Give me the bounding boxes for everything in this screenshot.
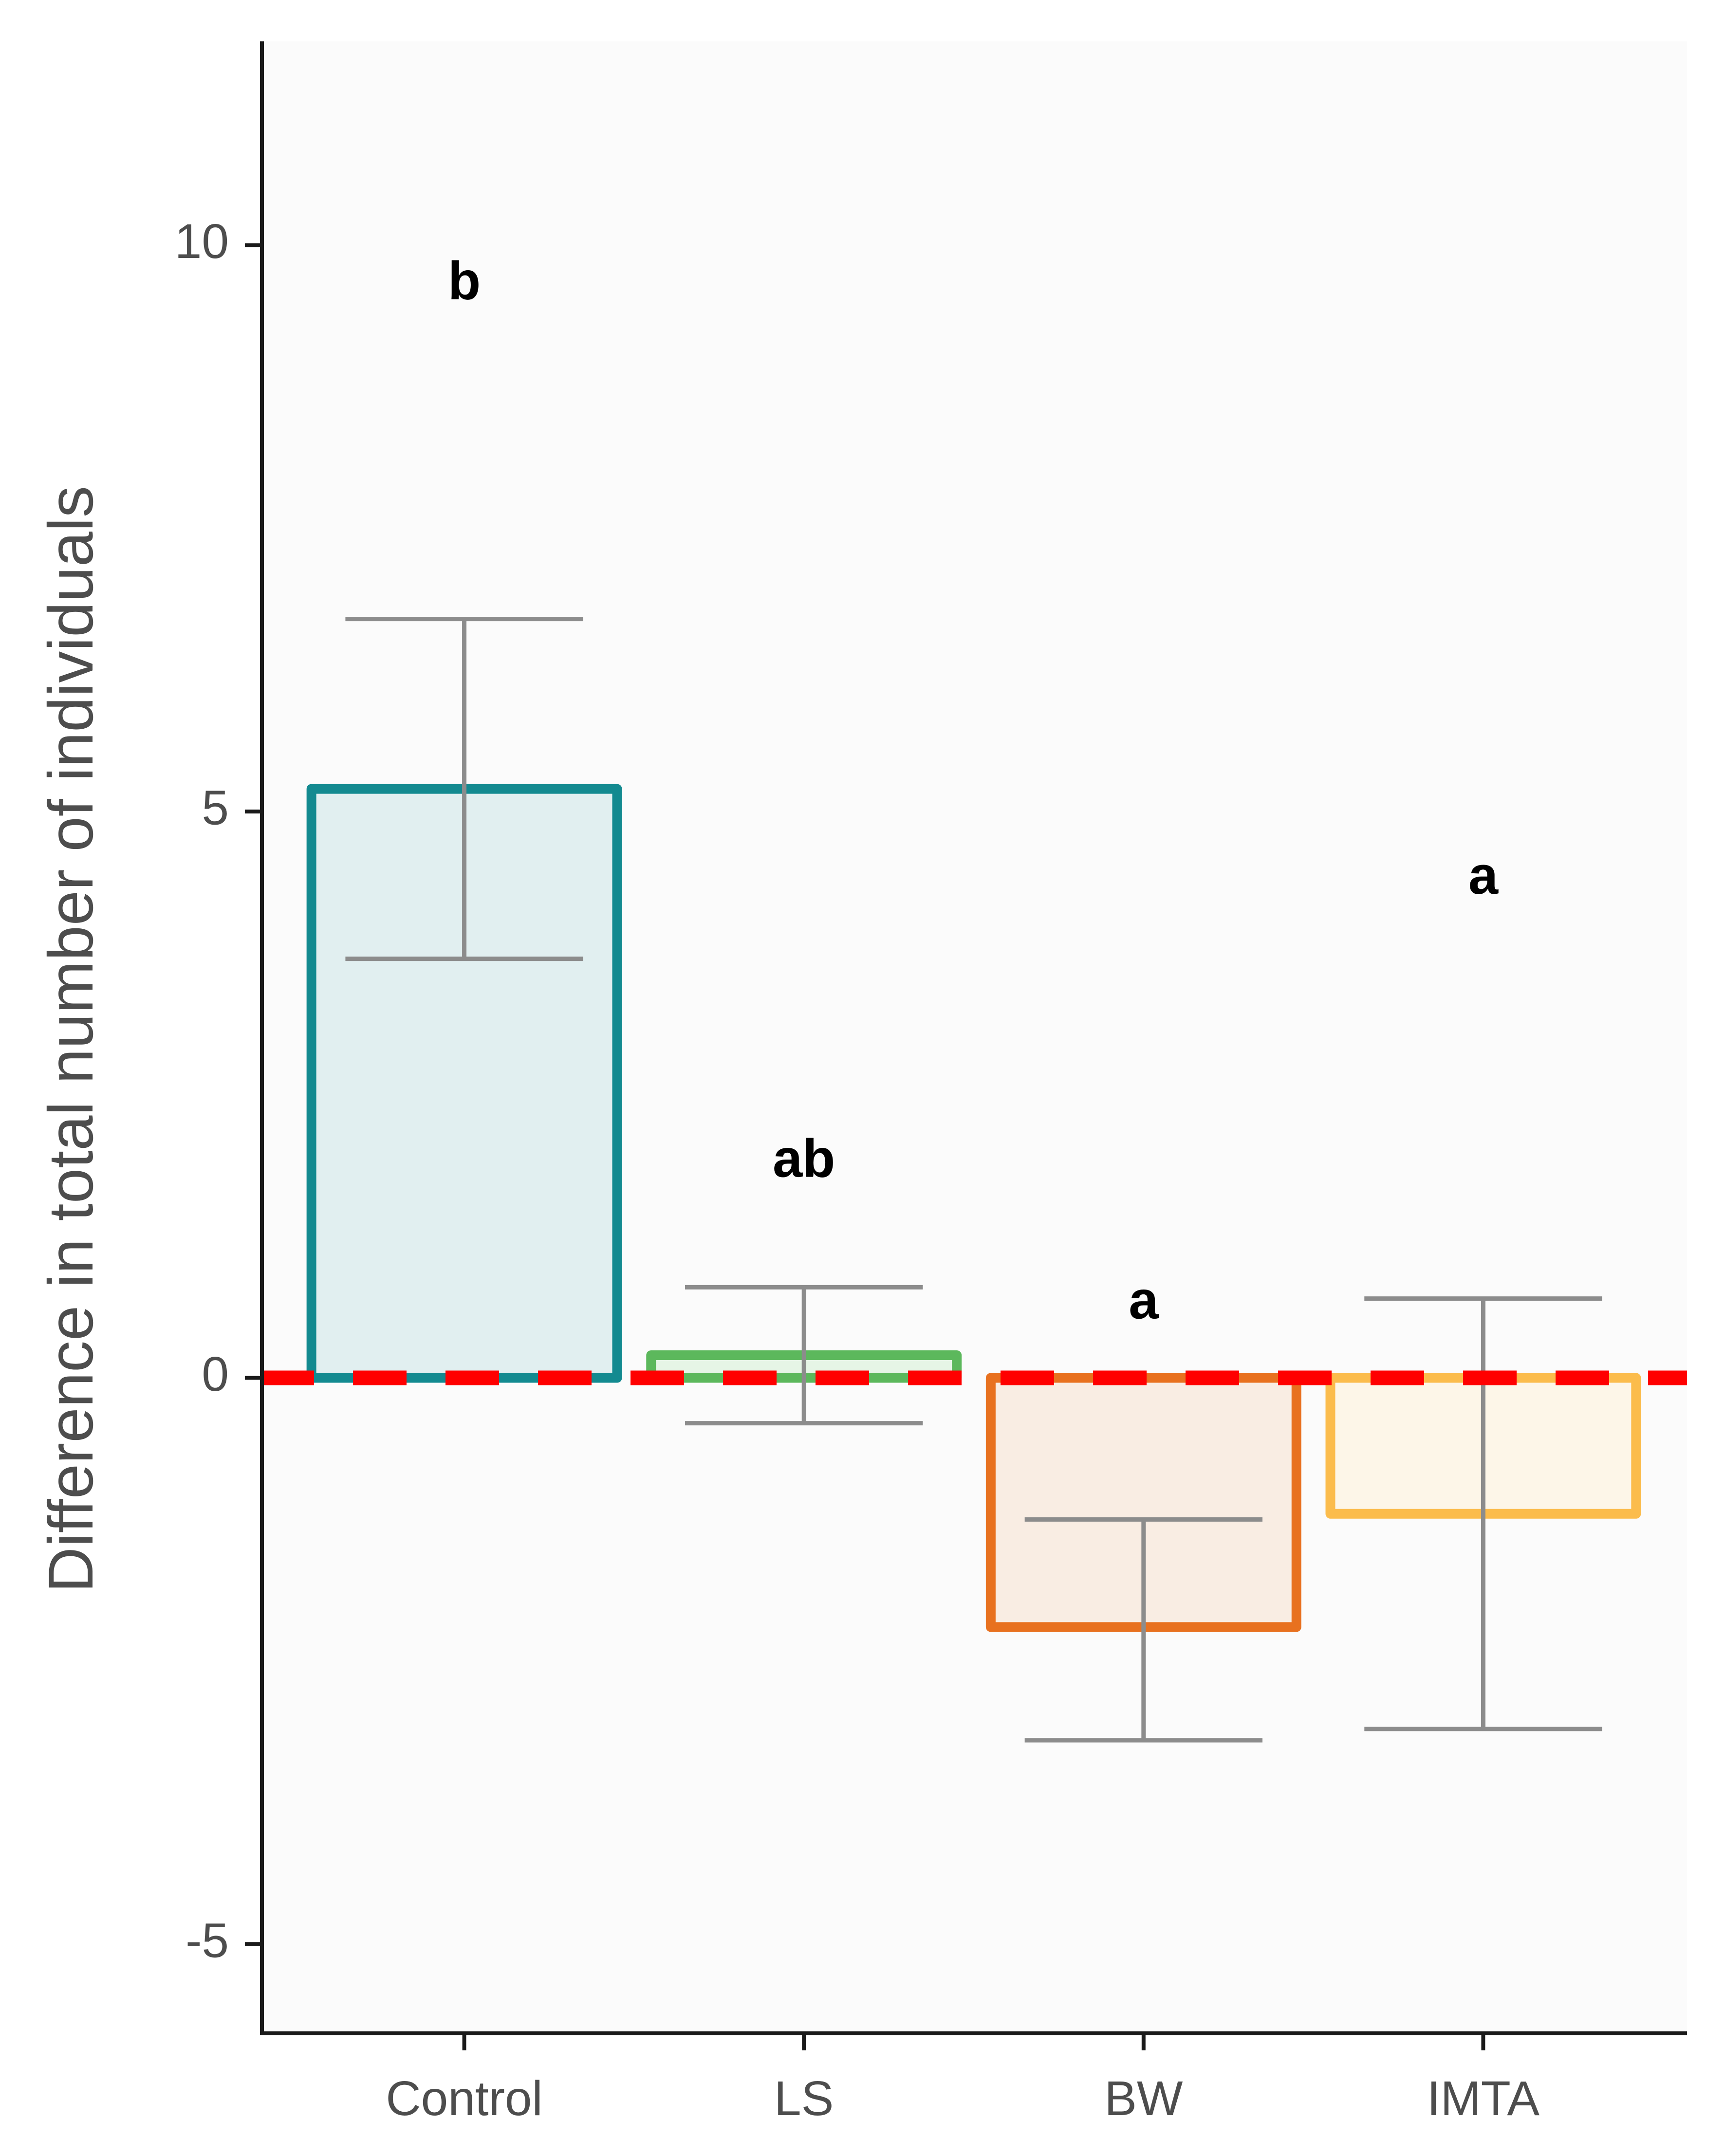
- significance-label-imta: a: [1468, 846, 1499, 905]
- significance-label-ls: ab: [773, 1129, 835, 1189]
- x-tick-label-ls: LS: [774, 2071, 834, 2126]
- y-tick-label: 10: [175, 214, 229, 269]
- y-ticks-layer: -5 0 5 10: [175, 214, 262, 1968]
- significance-labels-layer: b ab a a: [448, 251, 1499, 1330]
- x-tick-label-bw: BW: [1104, 2071, 1183, 2126]
- y-tick-label: 5: [202, 781, 229, 835]
- error-bars-layer: [345, 617, 1602, 1743]
- significance-label-control: b: [448, 251, 481, 311]
- y-tick-label: -5: [185, 1913, 229, 1968]
- significance-label-bw: a: [1129, 1270, 1159, 1330]
- x-tick-label-control: Control: [386, 2071, 542, 2126]
- x-tick-label-imta: IMTA: [1427, 2071, 1540, 2126]
- x-ticks-layer: Control LS BW IMTA: [386, 2033, 1540, 2126]
- y-tick-label: 0: [202, 1347, 229, 1401]
- y-axis-title: Difference in total number of individual…: [35, 486, 106, 1593]
